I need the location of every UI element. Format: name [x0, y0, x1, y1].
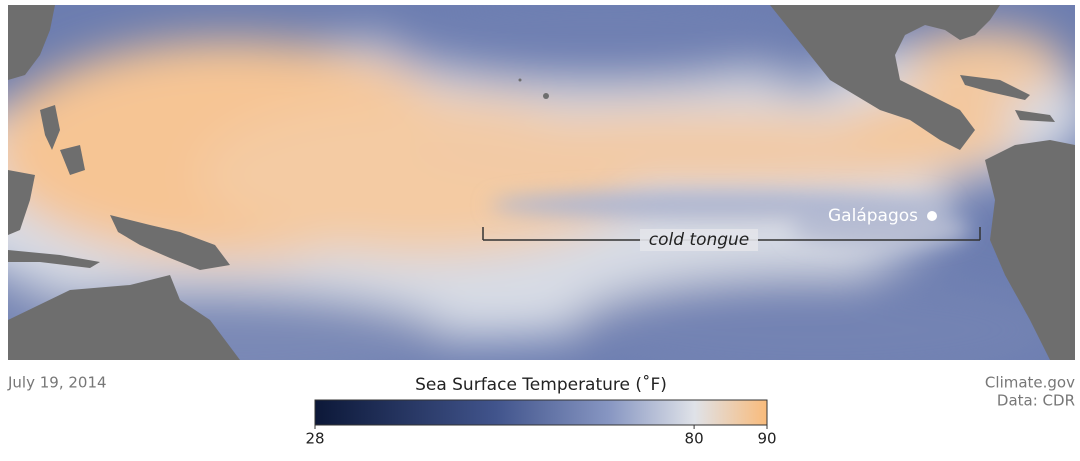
color-bar-tick-label: 90: [757, 430, 776, 448]
color-bar-tick-label: 28: [305, 430, 324, 448]
land: [8, 5, 1075, 360]
color-bar-tick-label: 80: [685, 430, 704, 448]
credit: Climate.gov: [985, 374, 1075, 392]
cold-tongue-band: [490, 191, 970, 248]
galapagos-label: Galápagos: [828, 206, 918, 226]
legend-title: Sea Surface Temperature (˚F): [415, 374, 667, 395]
galapagos-marker: [927, 211, 937, 221]
map: cold tongue Galápagos: [8, 5, 1075, 360]
date: July 19, 2014: [7, 374, 107, 392]
credit: Data: CDR: [997, 392, 1075, 410]
color-bar: [314, 399, 768, 426]
cold-tongue-label: cold tongue: [649, 230, 750, 250]
label-backdrop: [640, 229, 758, 251]
